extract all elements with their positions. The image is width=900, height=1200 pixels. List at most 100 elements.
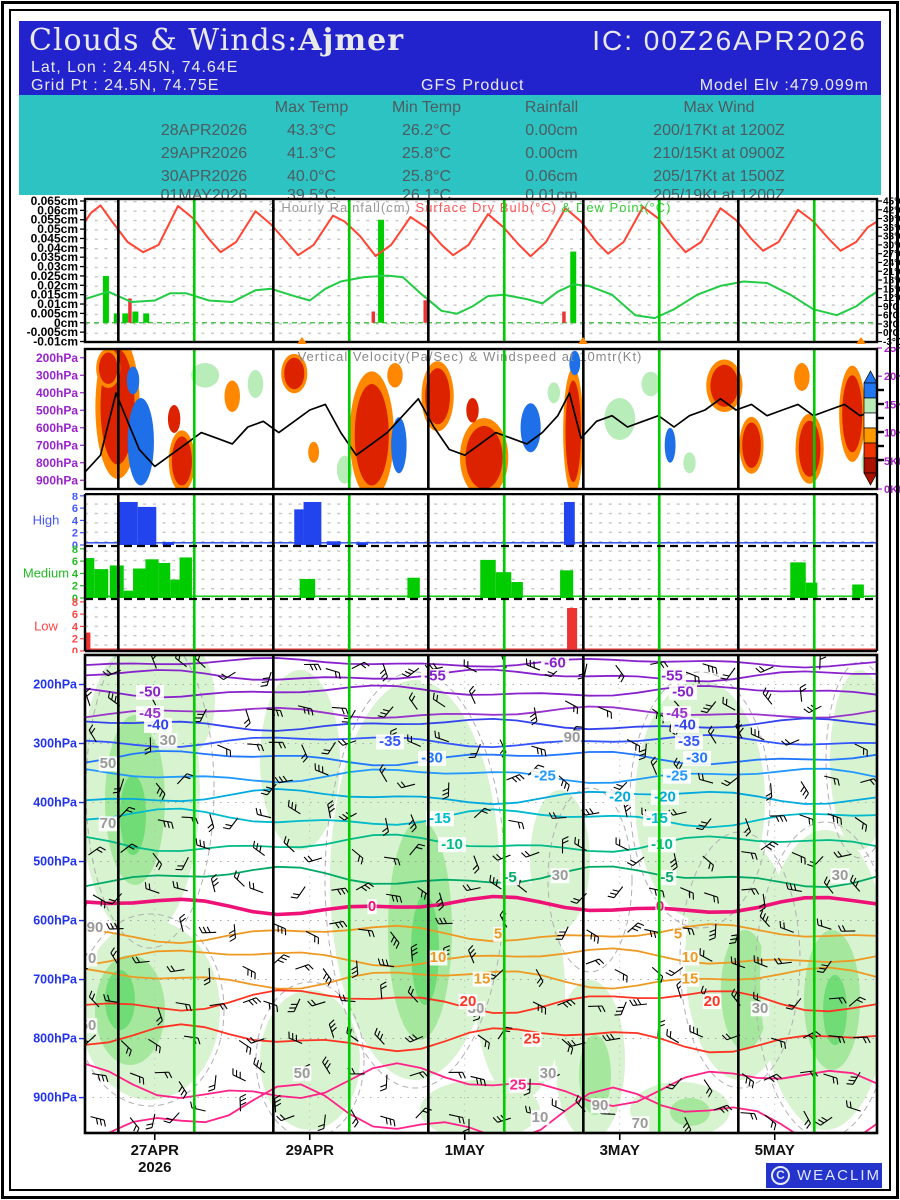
svg-text:42°C: 42°C [883, 205, 900, 216]
svg-text:900hPa: 900hPa [36, 473, 78, 487]
svg-text:27°C: 27°C [883, 249, 900, 260]
svg-text:4: 4 [72, 568, 79, 580]
svg-text:-55: -55 [661, 668, 683, 685]
svg-text:12°C: 12°C [883, 293, 900, 304]
col-rainfall: Rainfall [524, 99, 579, 116]
cell-rain: 0.00cm [525, 145, 578, 162]
svg-text:0.055cm: 0.055cm [31, 213, 78, 227]
svg-text:500hPa: 500hPa [33, 855, 78, 869]
svg-text:6: 6 [72, 503, 78, 515]
svg-text:-30: -30 [686, 750, 708, 767]
svg-text:-25: -25 [534, 767, 556, 784]
svg-text:-20: -20 [654, 789, 676, 806]
svg-text:-20: -20 [609, 789, 631, 806]
svg-text:0.035cm: 0.035cm [31, 250, 78, 264]
svg-text:-0.005cm: -0.005cm [27, 325, 78, 339]
svg-text:-50: -50 [672, 684, 694, 701]
svg-text:-30: -30 [421, 750, 443, 767]
title-text: Clouds & Winds: [29, 23, 299, 58]
svg-text:30: 30 [752, 1000, 769, 1017]
svg-text:-45: -45 [139, 705, 161, 722]
svg-text:90: 90 [564, 729, 581, 746]
svg-text:4: 4 [72, 515, 79, 527]
col-max-wind: Max Wind [683, 99, 755, 116]
svg-text:50: 50 [80, 1017, 97, 1034]
svg-text:2026: 2026 [138, 1159, 171, 1176]
col-min-temp: Min Temp [391, 99, 462, 116]
svg-text:10: 10 [532, 1109, 549, 1126]
cell-date: 28APR2026 [160, 122, 248, 139]
svg-text:900hPa: 900hPa [33, 1091, 78, 1105]
svg-text:0.02cm: 0.02cm [37, 278, 78, 292]
svg-text:0.05cm: 0.05cm [37, 222, 78, 236]
svg-text:-35: -35 [678, 733, 700, 750]
svg-text:50: 50 [100, 755, 117, 772]
cell-rain: 0.00cm [525, 122, 578, 139]
svg-text:0°C: 0°C [883, 328, 900, 339]
svg-text:2: 2 [72, 581, 78, 593]
svg-text:0cm: 0cm [54, 316, 78, 330]
latlon-text: Lat, Lon : 24.45N, 74.64E [31, 59, 239, 76]
initial-condition: IC: 00Z26APR2026 [592, 25, 867, 56]
svg-text:30: 30 [552, 867, 569, 884]
svg-text:0.045cm: 0.045cm [31, 231, 78, 245]
gridpt-text: Grid Pt : 24.5N, 74.75E [31, 77, 220, 94]
svg-text:20: 20 [704, 993, 721, 1010]
cell-max: 40.0°C [286, 168, 337, 185]
col-max-temp: Max Temp [274, 99, 349, 116]
svg-text:0.025cm: 0.025cm [31, 269, 78, 283]
svg-text:24°C: 24°C [883, 258, 900, 269]
svg-text:600hPa: 600hPa [33, 914, 78, 928]
svg-text:15°C: 15°C [883, 284, 900, 295]
cell-max: 41.3°C [286, 145, 337, 162]
svg-text:800hPa: 800hPa [33, 1032, 78, 1046]
svg-text:800hPa: 800hPa [36, 456, 78, 470]
svg-text:9°C: 9°C [883, 302, 900, 313]
svg-text:400hPa: 400hPa [36, 386, 78, 400]
svg-text:0: 0 [72, 593, 78, 605]
svg-text:-40: -40 [147, 717, 169, 734]
svg-text:29APR: 29APR [286, 1142, 335, 1159]
svg-text:36°C: 36°C [883, 223, 900, 234]
svg-text:0.01cm: 0.01cm [37, 297, 78, 311]
svg-text:8: 8 [72, 544, 78, 556]
vertical-velocity-panel: Vertical Velocity(Pa/Sec) & Windspeed at… [36, 347, 900, 493]
svg-text:-0.01cm: -0.01cm [33, 335, 78, 348]
svg-text:20Kt: 20Kt [884, 371, 900, 383]
svg-text:-40: -40 [674, 717, 696, 734]
svg-text:0: 0 [368, 898, 376, 915]
svg-text:0.06cm: 0.06cm [37, 203, 78, 217]
cell-wind: 200/17Kt at 1200Z [653, 122, 785, 139]
svg-text:90: 90 [87, 919, 104, 936]
svg-text:3MAY: 3MAY [600, 1142, 640, 1159]
table-row: 29APR2026 41.3°C 25.8°C 0.00cm 210/15Kt at 0… [19, 145, 881, 165]
svg-text:-5: -5 [660, 869, 673, 886]
copyright-icon: C [771, 1166, 790, 1185]
svg-text:30: 30 [160, 732, 177, 749]
station-name: Ajmer [298, 23, 405, 58]
table-row: 28APR2026 43.3°C 26.2°C 0.00cm 200/17Kt at 1… [19, 122, 881, 142]
svg-text:0.065cm: 0.065cm [31, 195, 78, 208]
svg-text:8: 8 [72, 597, 78, 609]
svg-text:5Kt: 5Kt [884, 456, 900, 468]
wind-cross-section-panel: 50307090309070503050303010307090-60-55-5… [33, 653, 879, 1176]
svg-text:500hPa: 500hPa [36, 403, 78, 417]
svg-text:0.04cm: 0.04cm [37, 241, 78, 255]
svg-text:10: 10 [682, 949, 699, 966]
svg-text:18°C: 18°C [883, 276, 900, 287]
table-row: 30APR2026 40.0°C 25.8°C 0.06cm 205/17Kt at 1… [19, 168, 881, 188]
svg-text:45°C: 45°C [883, 197, 900, 208]
svg-text:-50: -50 [139, 684, 161, 701]
svg-text:-25: -25 [666, 767, 688, 784]
svg-text:15Kt: 15Kt [884, 399, 900, 411]
svg-text:200hPa: 200hPa [33, 678, 78, 692]
brand-text: WEACLIM [797, 1167, 882, 1184]
svg-text:Low: Low [34, 619, 58, 634]
svg-text:3 Hourly Rainfall(cm) Surface: 3 Hourly Rainfall(cm) Surface Dry Bulb(°… [269, 200, 672, 215]
svg-text:-10: -10 [651, 836, 673, 853]
table-header-row: Max Temp Min Temp Rainfall Max Wind [19, 99, 881, 119]
svg-text:25: 25 [510, 1077, 527, 1094]
model-elv-text: Model Elv :479.099m [699, 77, 869, 94]
svg-text:5MAY: 5MAY [755, 1142, 795, 1159]
